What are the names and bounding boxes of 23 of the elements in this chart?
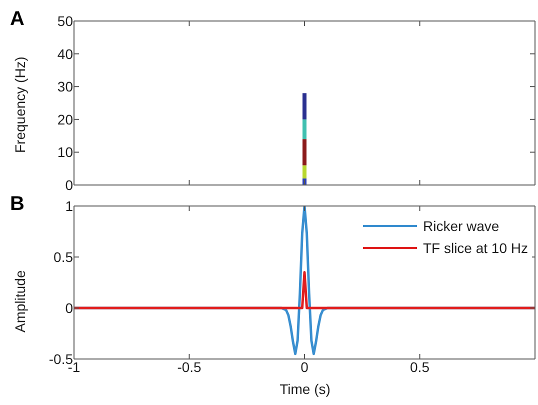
- y-tick-label: 0: [65, 300, 74, 316]
- bar: [302, 165, 306, 178]
- y-tick-label: 50: [57, 12, 74, 29]
- y-tick-label: 10: [57, 144, 74, 160]
- y-axis-title: Amplitude: [12, 270, 28, 332]
- legend-label: TF slice at 10 Hz: [422, 239, 528, 258]
- bar: [302, 139, 306, 166]
- x-tick-label: 0.5: [410, 358, 430, 375]
- y-tick-label: 0: [65, 176, 74, 193]
- x-axis-title: Time (s): [278, 381, 332, 397]
- x-tick-label: -0.5: [177, 358, 202, 375]
- y-tick-label: 30: [57, 78, 74, 95]
- y-tick-label: 1: [65, 198, 74, 214]
- x-tick-label: 0: [300, 358, 309, 375]
- y-tick-label: 20: [57, 111, 74, 128]
- legend-label: Ricker wave: [422, 217, 500, 236]
- chart-title: B: [10, 193, 24, 216]
- bar: [302, 93, 306, 120]
- y-axis-title: Frequency (Hz): [12, 56, 28, 153]
- y-tick-label: 40: [57, 46, 74, 62]
- chart-title: A: [10, 8, 24, 31]
- bar: [302, 119, 306, 140]
- y-tick-label: 0.5: [54, 248, 74, 265]
